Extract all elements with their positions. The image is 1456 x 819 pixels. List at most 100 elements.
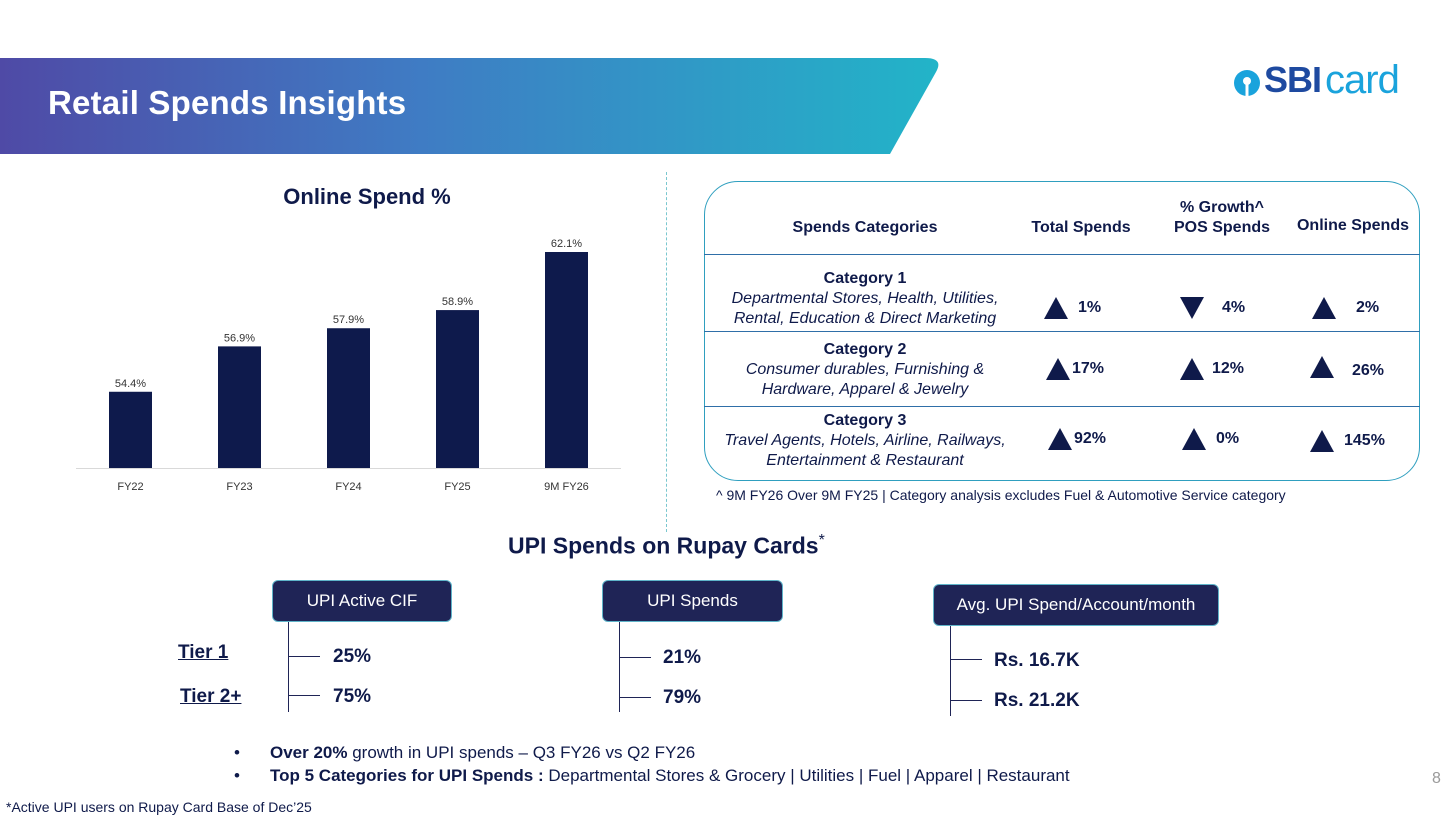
table-footnote: ^ 9M FY26 Over 9M FY25 | Category analys… — [716, 487, 1286, 503]
trend-up-icon — [1310, 356, 1334, 378]
table-row-category-1: Category 1 Departmental Stores, Health, … — [714, 269, 1016, 329]
avg-upi-spend-tier2: Rs. 21.2K — [994, 690, 1080, 711]
tree-branch — [288, 656, 320, 657]
cell-total-spends: 17% — [1046, 358, 1104, 380]
trend-up-icon — [1312, 297, 1336, 319]
trend-up-icon — [1182, 428, 1206, 450]
bullet-bold: Over 20% — [270, 743, 348, 762]
header-total-spends: Total Spends — [1031, 219, 1131, 236]
tree-connector — [950, 626, 951, 716]
trend-up-icon — [1310, 430, 1334, 452]
tree-branch — [950, 659, 982, 660]
bar-value-label: 57.9% — [333, 314, 364, 326]
cell-total-spends: 92% — [1048, 428, 1106, 450]
cell-online-spends: 145% — [1310, 430, 1385, 452]
upi-spends-box: UPI Spends — [602, 580, 783, 622]
x-tick-label: FY24 — [335, 481, 361, 493]
logo-sbi-text: SBI — [1264, 59, 1322, 100]
trend-up-icon — [1048, 428, 1072, 450]
bar-fy22 — [109, 391, 152, 468]
bullet-item: Over 20% growth in UPI spends – Q3 FY26 … — [234, 741, 1070, 764]
category-desc: Consumer durables, Furnishing & — [745, 361, 985, 378]
bar-value-label: 62.1% — [551, 238, 582, 250]
bullet-text: growth in UPI spends – Q3 FY26 vs Q2 FY2… — [347, 743, 696, 762]
trend-up-icon — [1044, 297, 1068, 319]
online-spend-bar-chart: 54.4% FY22 56.9% FY23 57.9% FY24 58.9% FY25 62.1… — [76, 238, 621, 493]
bar-fy24 — [327, 328, 370, 468]
header-online-spends: Online Spends — [1296, 217, 1409, 234]
category-desc: Departmental Stores, Health, Utilities, — [731, 290, 999, 307]
header-growth-label: % Growth^ — [1179, 199, 1264, 216]
tree-connector — [619, 622, 620, 712]
trend-up-icon — [1180, 358, 1204, 380]
avg-upi-spend-box: Avg. UPI Spend/Account/month — [933, 584, 1219, 626]
cell-value: 4% — [1222, 299, 1246, 316]
upi-spends-tier2: 79% — [663, 687, 702, 708]
cell-value: 26% — [1352, 362, 1385, 379]
category-name: Category 2 — [823, 341, 907, 358]
bar-value-label: 58.9% — [442, 296, 473, 308]
bullet-text: Departmental Stores & Grocery | Utilitie… — [543, 766, 1070, 785]
bar-9m-fy26 — [545, 252, 588, 468]
tree-branch — [288, 695, 320, 696]
cell-value: 12% — [1212, 360, 1245, 377]
upi-active-cif-tier2: 75% — [333, 686, 372, 707]
x-tick-label: FY25 — [444, 481, 470, 493]
bottom-footnote: *Active UPI users on Rupay Card Base of … — [6, 799, 312, 815]
category-desc: Hardware, Apparel & Jewelry — [761, 381, 969, 398]
page-title: Retail Spends Insights — [48, 84, 407, 121]
upi-title-text: UPI Spends on Rupay Cards — [508, 532, 819, 559]
upi-section-title: UPI Spends on Rupay Cards* — [508, 532, 825, 560]
cell-value: 92% — [1074, 430, 1107, 447]
logo-card-text: card — [1325, 57, 1400, 102]
cell-pos-spends: 0% — [1182, 428, 1239, 450]
trend-down-icon — [1180, 297, 1204, 319]
sbi-card-logo: SBI card — [1232, 57, 1400, 102]
sbi-keyhole-icon — [1234, 70, 1260, 97]
header-pos-spends: % Growth^ POS Spends — [1152, 198, 1292, 238]
trend-up-icon — [1046, 358, 1070, 380]
chart-title: Online Spend % — [283, 184, 451, 209]
x-tick-label: 9M FY26 — [544, 481, 589, 493]
cell-online-spends: 2% — [1312, 297, 1379, 319]
cell-pos-spends: 12% — [1180, 358, 1244, 380]
category-name: Category 1 — [823, 270, 907, 287]
cell-value: 17% — [1072, 360, 1105, 377]
table-divider — [704, 254, 1420, 255]
upi-active-cif-box: UPI Active CIF — [272, 580, 452, 622]
tree-connector — [288, 622, 289, 712]
upi-spends-tier1: 21% — [663, 647, 702, 668]
bullet-item: Top 5 Categories for UPI Spends : Depart… — [234, 764, 1070, 787]
category-name: Category 3 — [823, 412, 907, 429]
category-desc: Rental, Education & Direct Marketing — [733, 310, 997, 327]
tree-branch — [619, 657, 651, 658]
page-number: 8 — [1432, 770, 1441, 787]
cell-value: 1% — [1078, 299, 1102, 316]
tier-1-label: Tier 1 — [178, 642, 229, 663]
x-tick-label: FY22 — [117, 481, 143, 493]
table-divider — [704, 331, 1420, 332]
cell-value: 145% — [1344, 432, 1385, 449]
tree-branch — [619, 697, 651, 698]
section-divider — [666, 172, 667, 532]
upi-title-mark: * — [818, 532, 825, 549]
avg-upi-spend-tier1: Rs. 16.7K — [994, 650, 1080, 671]
cell-value: 0% — [1216, 430, 1240, 447]
upi-active-cif-tier1: 25% — [333, 646, 372, 667]
bar-fy23 — [218, 346, 261, 468]
insight-bullets: Over 20% growth in UPI spends – Q3 FY26 … — [234, 741, 1070, 787]
x-tick-label: FY23 — [226, 481, 252, 493]
header-pos-label: POS Spends — [1173, 219, 1271, 236]
bar-fy25 — [436, 310, 479, 468]
cell-online-spends: 26% — [1310, 354, 1384, 380]
tier-2-label: Tier 2+ — [180, 686, 242, 707]
header-banner — [0, 58, 939, 154]
category-desc: Entertainment & Restaurant — [766, 452, 964, 469]
cell-pos-spends: 4% — [1180, 297, 1245, 319]
table-row-category-2: Category 2 Consumer durables, Furnishing… — [714, 340, 1016, 400]
cell-value: 2% — [1356, 299, 1380, 316]
bar-value-label: 54.4% — [115, 378, 146, 390]
tree-branch — [950, 700, 982, 701]
table-row-category-3: Category 3 Travel Agents, Hotels, Airlin… — [714, 411, 1016, 471]
table-divider — [704, 406, 1420, 407]
